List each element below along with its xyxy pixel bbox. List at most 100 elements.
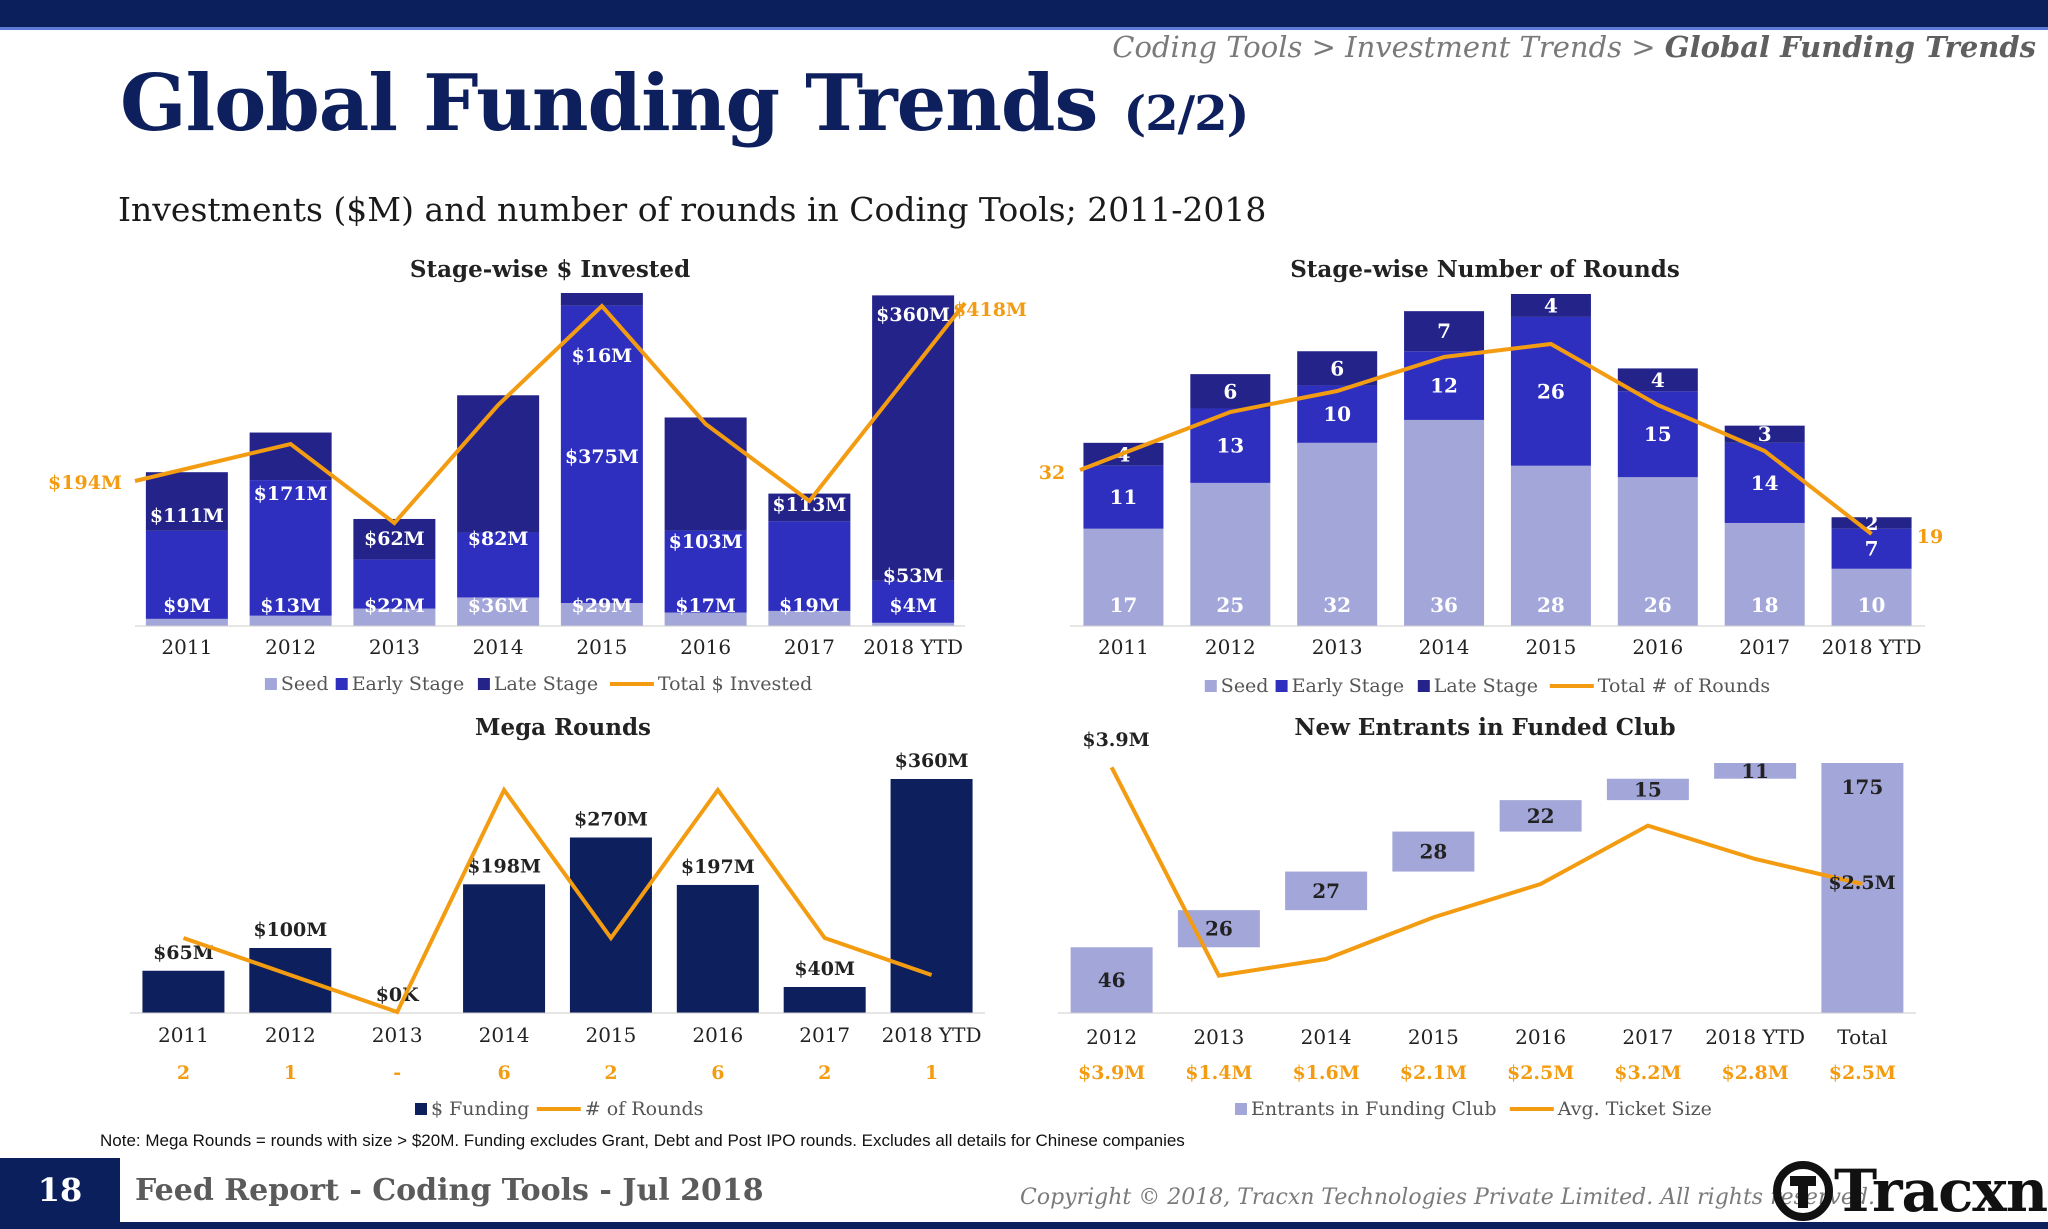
chart2-bar-late xyxy=(1724,425,1805,443)
chart1-label-seed: $29M xyxy=(572,595,633,617)
bottom-bar xyxy=(0,1222,2048,1229)
chart3-bar-label: $40M xyxy=(794,958,855,980)
chart3-legend-swatch-0 xyxy=(415,1103,427,1115)
chart1-x-tick: 2012 xyxy=(265,635,316,659)
chart2-bar-late xyxy=(1510,294,1591,317)
chart4-x-tick: 2014 xyxy=(1301,1025,1352,1049)
chart1-label-late: $60M xyxy=(260,304,321,326)
chart1-bar-early xyxy=(249,480,332,616)
chart1-bar-seed xyxy=(353,608,436,626)
chart1-legend-swatch-1 xyxy=(335,678,348,690)
chart1-bar-seed xyxy=(457,597,540,626)
chart1-label-early: $111M xyxy=(150,505,224,527)
chart2-label-seed: 36 xyxy=(1430,593,1458,617)
chart3-bar-label: $100M xyxy=(253,919,327,941)
chart1-bar-late xyxy=(145,472,228,531)
chart3-x-tick: 2014 xyxy=(479,1023,530,1047)
chart2-bar-seed xyxy=(1083,528,1164,626)
chart1-x-tick: 2016 xyxy=(680,635,731,659)
chart4-bar xyxy=(1070,947,1153,1013)
chart3-round-count: - xyxy=(393,1062,401,1084)
chart3-round-count: 1 xyxy=(284,1062,297,1084)
chart4-bar-label: 22 xyxy=(1527,804,1555,828)
chart4-ticket-label: $2.1M xyxy=(1400,1062,1467,1084)
footnote: Note: Mega Rounds = rounds with size > $… xyxy=(100,1131,1185,1150)
chart4-bar xyxy=(1821,763,1904,1013)
chart2-bar-late xyxy=(1404,311,1485,352)
chart4-bar-label: 26 xyxy=(1205,917,1233,941)
chart1-legend-label-0: Seed xyxy=(281,673,329,695)
chart2-bar-late xyxy=(1831,517,1912,529)
chart3-x-tick: 2017 xyxy=(799,1023,850,1047)
chart1-legend-label-1: Early Stage xyxy=(352,673,465,695)
chart1-label-late: $35M xyxy=(779,304,840,326)
chart1-x-tick: 2011 xyxy=(161,635,212,659)
chart1-label-early: $82M xyxy=(468,528,529,550)
chart4-ticket-label: $3.9M xyxy=(1078,1062,1145,1084)
chart2-label-early: 14 xyxy=(1751,471,1779,495)
chart4-ticket-label: $2.5M xyxy=(1829,1062,1896,1084)
chart2-label-seed: 32 xyxy=(1323,593,1351,617)
chart1-bar-late xyxy=(457,395,540,533)
chart1-label-early: $113M xyxy=(772,494,846,516)
chart2-bar-seed xyxy=(1297,442,1378,626)
chart4-bar xyxy=(1285,871,1368,911)
chart2-bar-seed xyxy=(1190,482,1271,626)
chart2-bar-seed xyxy=(1724,522,1805,626)
chart1-bar-late xyxy=(560,293,643,306)
chart1-label-seed: $4M xyxy=(889,595,936,617)
chart4-legend-label-0: Entrants in Funding Club xyxy=(1251,1098,1497,1120)
breadcrumb-item[interactable]: Coding Tools xyxy=(1112,30,1303,64)
chart4-legend-label-1: Avg. Ticket Size xyxy=(1557,1098,1712,1120)
chart1-x-tick: 2013 xyxy=(369,635,420,659)
page-subtitle: Investments ($M) and number of rounds in… xyxy=(118,190,1267,229)
chart1-line-label-end: $418M xyxy=(953,299,1027,321)
chart1-bar-early xyxy=(145,530,228,619)
tracxn-logo-text: Tracxn xyxy=(1834,1157,2048,1225)
chart4-ticket-label: $2.8M xyxy=(1721,1062,1788,1084)
page-number: 18 xyxy=(0,1158,120,1222)
chart2-bar-seed xyxy=(1404,419,1485,626)
chart3-bar xyxy=(569,837,652,1013)
chart1-bar-early xyxy=(560,305,643,604)
chart2-legend-label-0: Seed xyxy=(1221,675,1269,697)
chart1-label-late: $143M xyxy=(669,304,743,326)
breadcrumb-item[interactable]: Investment Trends xyxy=(1345,30,1623,64)
chart1-label-early: $103M xyxy=(669,531,743,553)
chart2-x-tick: 2017 xyxy=(1739,635,1790,659)
chart4-bar xyxy=(1499,800,1582,832)
breadcrumb: Coding Tools > Investment Trends > Globa… xyxy=(1112,30,2036,64)
chart1-bar-seed xyxy=(768,610,851,626)
chart2-label-early: 15 xyxy=(1644,422,1672,446)
chart3-round-count: 1 xyxy=(925,1062,938,1084)
chart2-label-seed: 28 xyxy=(1537,593,1565,617)
chart2-x-tick: 2012 xyxy=(1205,635,1256,659)
chart2-legend-label-3: Total # of Rounds xyxy=(1598,675,1770,697)
chart2-label-late: 3 xyxy=(1758,422,1772,446)
chart3-legend-label-0: $ Funding xyxy=(431,1098,529,1120)
breadcrumb-separator: > xyxy=(1302,30,1346,64)
chart3-bar xyxy=(142,970,225,1013)
chart4-bar-label: 27 xyxy=(1312,879,1340,903)
chart3-bar xyxy=(249,948,332,1013)
chart4-x-tick: 2012 xyxy=(1086,1025,1137,1049)
chart3-round-count: 6 xyxy=(711,1062,724,1084)
chart2-label-late: 6 xyxy=(1223,379,1237,403)
chart3-x-tick: 2015 xyxy=(585,1023,636,1047)
chart4-bar xyxy=(1392,831,1475,872)
chart1-bar-seed xyxy=(249,615,332,626)
chart3-x-tick: 2016 xyxy=(692,1023,743,1047)
chart2-bar-late xyxy=(1190,374,1271,409)
chart2-x-tick: 2015 xyxy=(1525,635,1576,659)
chart2-x-tick: 2018 YTD xyxy=(1822,635,1922,659)
chart1-bar-late xyxy=(872,295,955,581)
chart3-title: Mega Rounds xyxy=(475,714,651,741)
chart4-bar xyxy=(1606,778,1689,801)
chart1-bar-seed xyxy=(872,622,955,626)
chart3-bar-label: $198M xyxy=(467,855,541,877)
chart1-bar-early xyxy=(872,580,955,623)
chart3-bar-label: $0K xyxy=(376,984,420,1006)
chart1-label-early: $171M xyxy=(254,483,328,505)
chart1-legend-swatch-2 xyxy=(477,678,490,690)
